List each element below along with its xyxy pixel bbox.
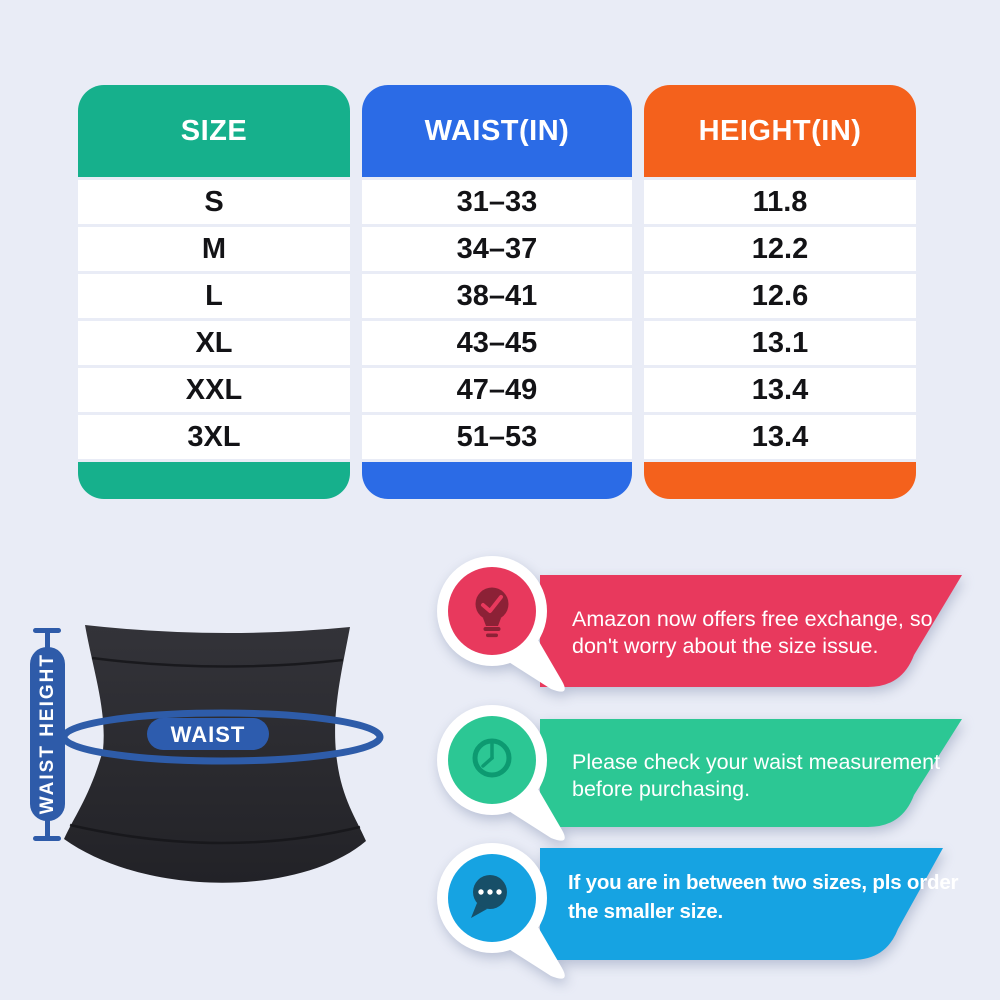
measure-tick-top bbox=[33, 628, 61, 633]
size-table-column-waist: WAIST(IN) 31–33 34–37 38–41 43–45 47–49 … bbox=[362, 85, 632, 499]
table-cell: 34–37 bbox=[362, 227, 632, 271]
table-cell: XL bbox=[78, 321, 350, 365]
column-header-waist: WAIST(IN) bbox=[362, 85, 632, 177]
table-cell: 12.6 bbox=[644, 274, 916, 318]
waist-label-pill bbox=[147, 718, 269, 750]
column-footer-size bbox=[78, 462, 350, 499]
size-table-column-height: HEIGHT(IN) 11.8 12.2 12.6 13.1 13.4 13.4 bbox=[644, 85, 916, 499]
table-cell: 12.2 bbox=[644, 227, 916, 271]
trainer-bottom-seam bbox=[69, 823, 361, 845]
table-cell: 51–53 bbox=[362, 415, 632, 459]
banner-shape-red bbox=[540, 575, 962, 687]
table-cell: 38–41 bbox=[362, 274, 632, 318]
table-cell: L bbox=[78, 274, 350, 318]
callout-line: Amazon now offers free exchange, so bbox=[572, 607, 933, 631]
callout-line: don't worry about the size issue. bbox=[572, 634, 879, 658]
banner-shape-green bbox=[540, 719, 962, 827]
measure-tick-bottom bbox=[33, 836, 61, 841]
table-cell: 31–33 bbox=[362, 180, 632, 224]
measure-stem-bottom bbox=[45, 818, 50, 838]
table-cell: 13.4 bbox=[644, 415, 916, 459]
table-cell: S bbox=[78, 180, 350, 224]
callout-line: before purchasing. bbox=[572, 777, 751, 801]
table-cell: M bbox=[78, 227, 350, 271]
waist-label: WAIST bbox=[171, 722, 246, 747]
column-header-size: SIZE bbox=[78, 85, 350, 177]
callout-text-free-exchange: Amazon now offers free exchange, so don'… bbox=[572, 606, 933, 660]
measure-stem-top bbox=[45, 631, 50, 651]
callout-between-sizes bbox=[437, 843, 943, 979]
table-cell: 43–45 bbox=[362, 321, 632, 365]
waist-trainer-illustration: WAIST bbox=[60, 625, 384, 883]
callout-line: Please check your waist measurement bbox=[572, 750, 941, 774]
callout-free-exchange bbox=[437, 556, 962, 692]
clock-icon bbox=[472, 738, 512, 778]
waist-height-label-pill: WAIST HEIGHT bbox=[30, 647, 65, 821]
callout-text-check-measurement: Please check your waist measurement befo… bbox=[572, 749, 940, 803]
lightbulb-check-icon bbox=[475, 587, 509, 638]
column-header-height: HEIGHT(IN) bbox=[644, 85, 916, 177]
chat-dots-icon bbox=[471, 875, 507, 918]
banner-shape-blue bbox=[540, 848, 943, 960]
table-cell: 47–49 bbox=[362, 368, 632, 412]
waist-measure-ellipse bbox=[60, 709, 384, 765]
size-table-column-size: SIZE S M L XL XXL 3XL bbox=[78, 85, 350, 499]
callout-text-between-sizes: If you are in between two sizes, pls ord… bbox=[568, 868, 959, 926]
column-footer-height bbox=[644, 462, 916, 499]
column-footer-waist bbox=[362, 462, 632, 499]
table-cell: 3XL bbox=[78, 415, 350, 459]
table-cell: XXL bbox=[78, 368, 350, 412]
size-table: SIZE S M L XL XXL 3XL WAIST(IN) 31–33 34… bbox=[78, 85, 916, 499]
callout-line: the smaller size. bbox=[568, 900, 723, 923]
trainer-top-seam bbox=[91, 656, 344, 668]
callout-check-measurement bbox=[437, 705, 962, 841]
callout-line: If you are in between two sizes, pls ord… bbox=[568, 871, 959, 894]
table-cell: 13.1 bbox=[644, 321, 916, 365]
waist-trainer-silhouette bbox=[64, 625, 366, 883]
table-cell: 13.4 bbox=[644, 368, 916, 412]
table-cell: 11.8 bbox=[644, 180, 916, 224]
